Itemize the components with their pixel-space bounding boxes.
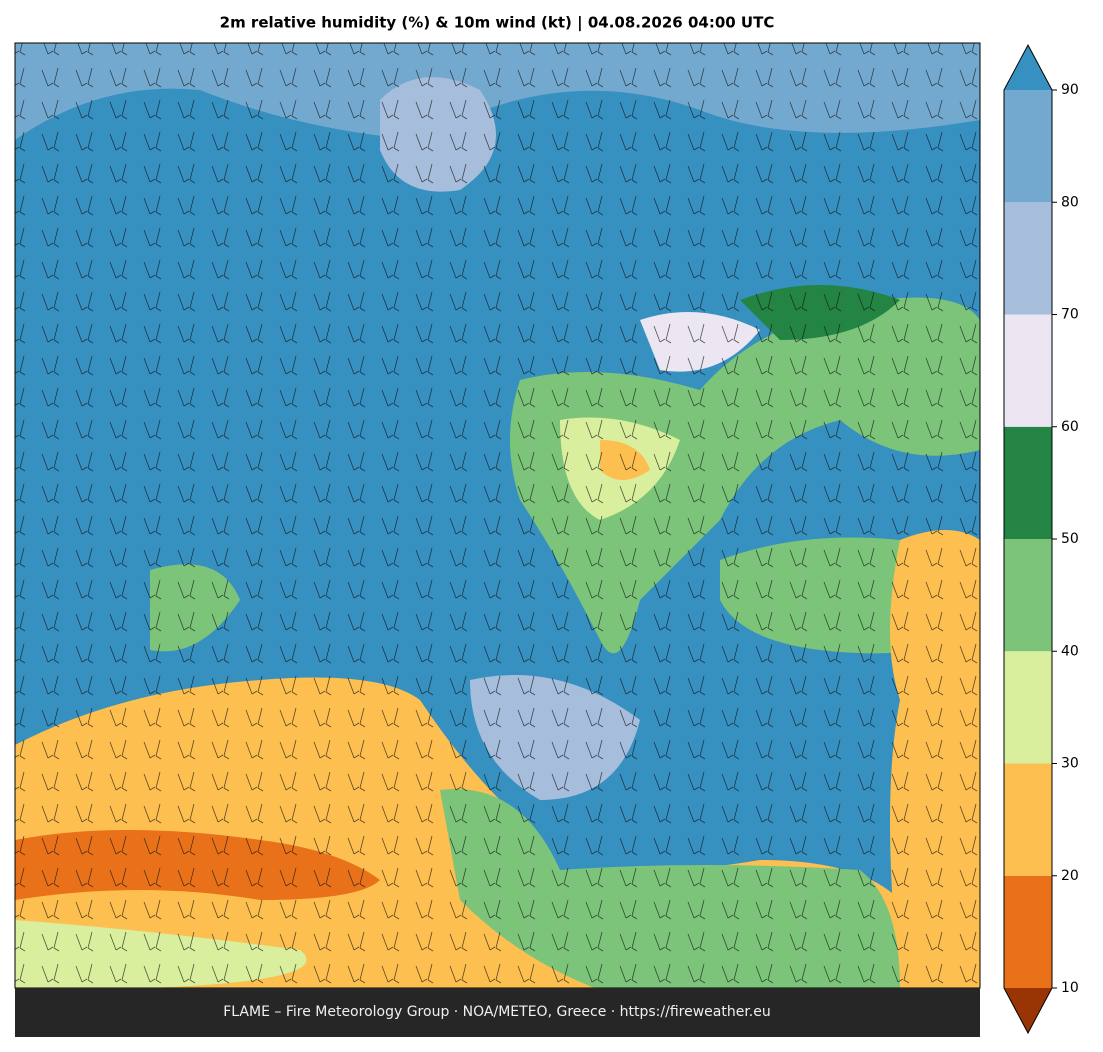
wind-barbs: [15, 43, 980, 988]
colorbar-tick-label: 60: [1061, 419, 1079, 435]
colorbar-tick-label: 40: [1061, 643, 1079, 659]
colorbar-over: [1004, 45, 1052, 90]
humidity-map: [15, 43, 980, 988]
colorbar-tick-label: 10: [1061, 980, 1079, 996]
colorbar-tick-label: 90: [1061, 82, 1079, 98]
colorbar-tick-label: 20: [1061, 868, 1079, 884]
footer-text: FLAME – Fire Meteorology Group · NOA/MET…: [223, 1004, 771, 1020]
colorbar-band: [1004, 875, 1052, 988]
colorbar-tick-label: 30: [1061, 756, 1079, 772]
colorbar-band: [1004, 202, 1052, 315]
colorbar-tick-label: 70: [1061, 307, 1079, 323]
colorbar-band: [1004, 539, 1052, 652]
colorbar-under: [1004, 988, 1052, 1033]
colorbar: 10 20 30 40 50 60 70 80 90: [1003, 43, 1079, 1035]
colorbar-band: [1004, 314, 1052, 427]
colorbar-band: [1004, 763, 1052, 876]
colorbar-band: [1004, 651, 1052, 764]
footer-bar: [15, 988, 980, 1037]
colorbar-tick-label: 50: [1061, 531, 1079, 547]
colorbar-band: [1004, 426, 1052, 539]
colorbar-band: [1004, 90, 1052, 203]
map-title: 2m relative humidity (%) & 10m wind (kt)…: [220, 14, 775, 33]
colorbar-tick-label: 80: [1061, 194, 1079, 210]
